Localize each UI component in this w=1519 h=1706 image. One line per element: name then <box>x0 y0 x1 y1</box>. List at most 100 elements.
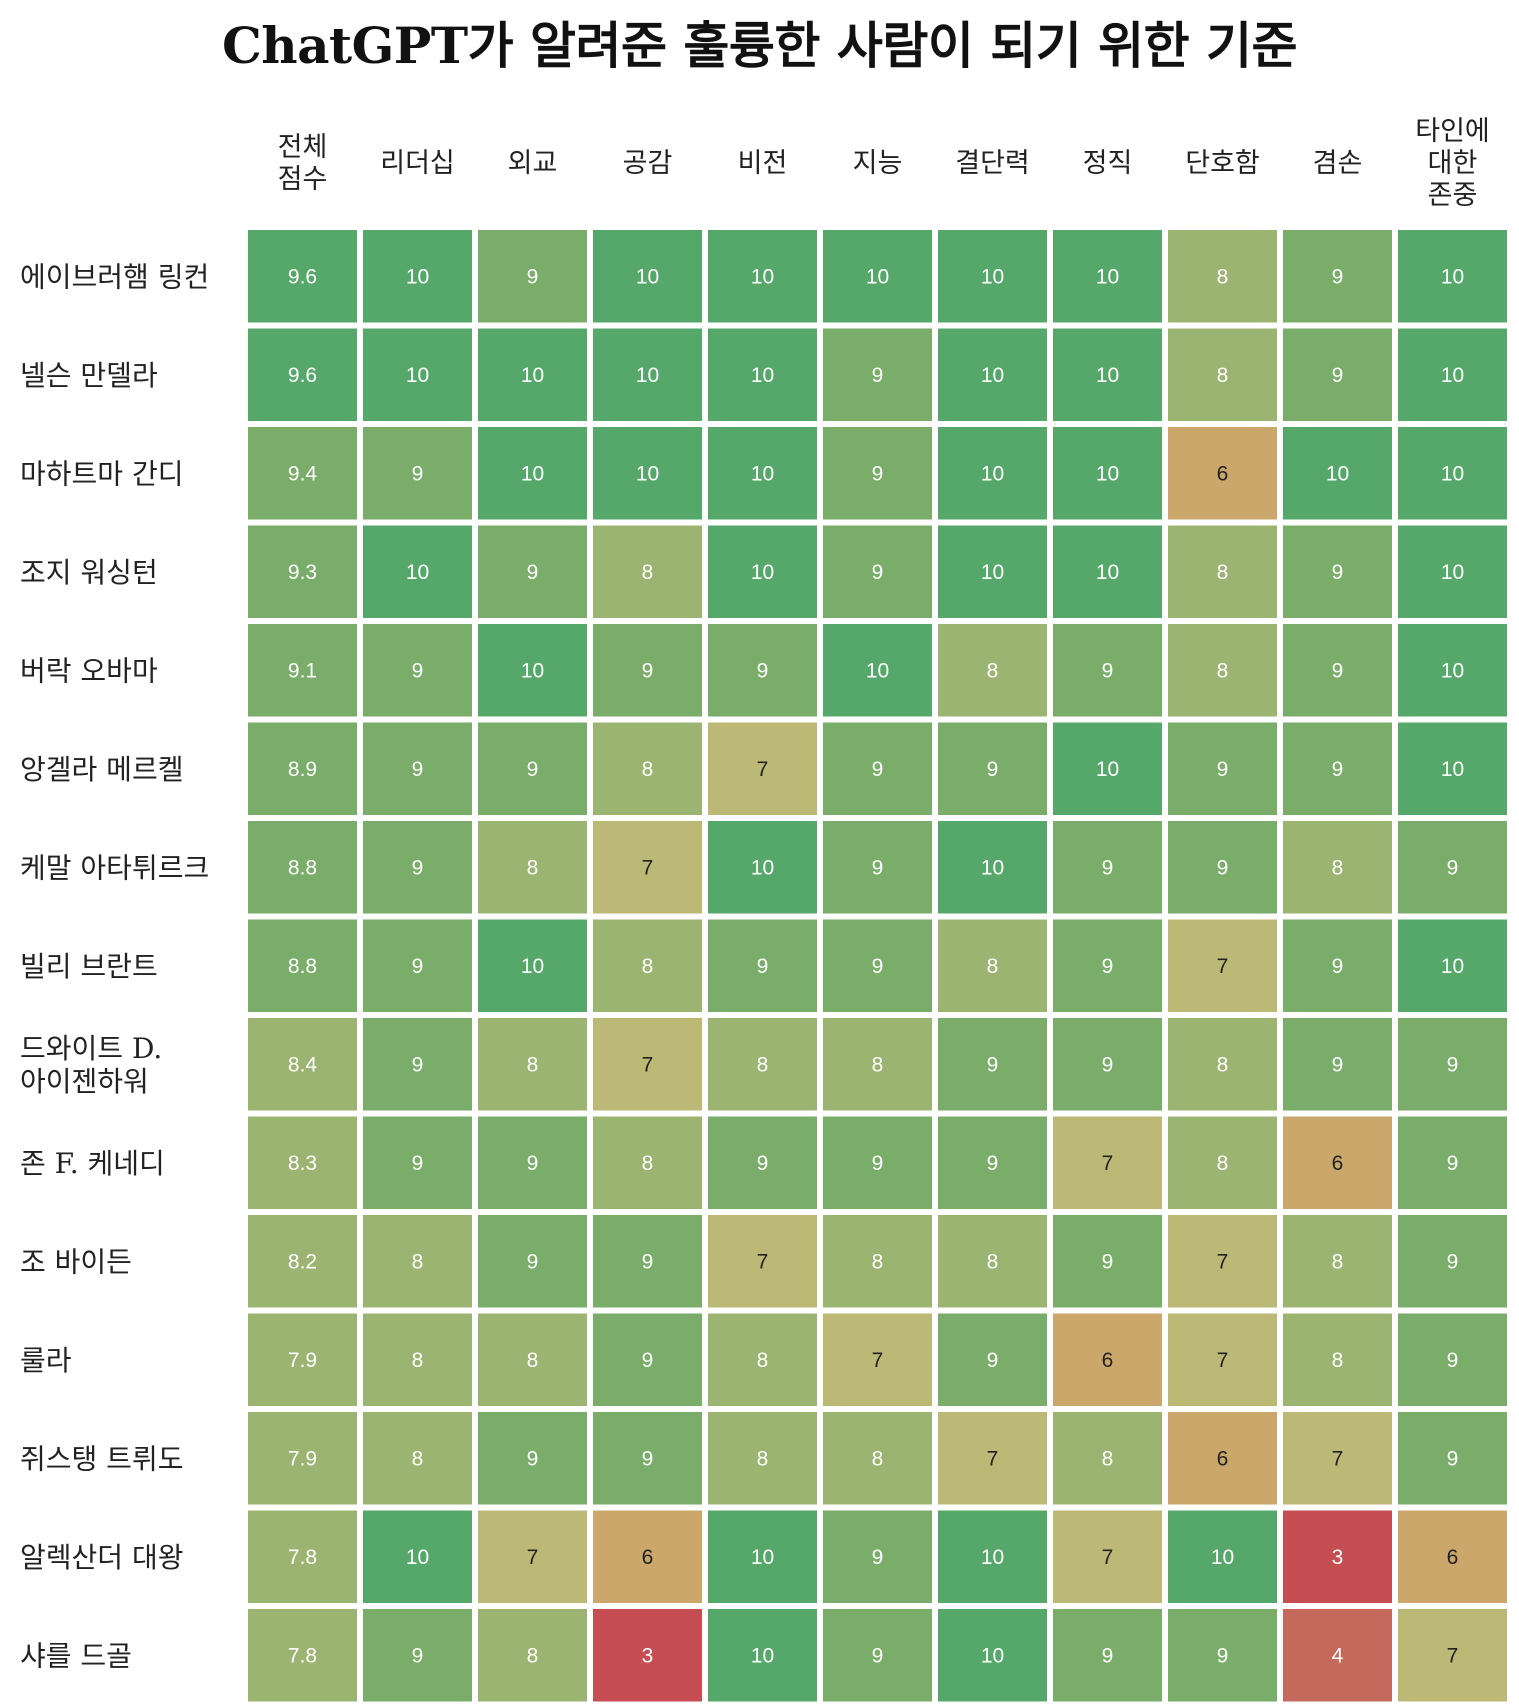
row-label: 샤를 드골 <box>20 1639 132 1672</box>
heatmap-cell <box>823 1510 932 1603</box>
heatmap-cell <box>1053 427 1162 520</box>
cell-value-label: 9 <box>412 758 424 781</box>
cell-value-label: 9 <box>872 1546 884 1569</box>
cell-value-label: 7 <box>1217 955 1229 978</box>
cell-value-label: 4 <box>1332 1644 1344 1667</box>
heatmap-cell <box>823 1116 932 1209</box>
heatmap-cell <box>478 1313 587 1406</box>
heatmap-cell <box>1053 1313 1162 1406</box>
row-label: 앙겔라 메르켈 <box>20 753 183 786</box>
cell-value-label: 10 <box>1441 462 1464 485</box>
heatmap-cell <box>1168 427 1277 520</box>
cell-value-label: 6 <box>1332 1152 1344 1175</box>
heatmap-cell <box>1283 328 1392 421</box>
heatmap-cell <box>1283 624 1392 717</box>
column-header: 외교 <box>508 148 558 179</box>
row-label: 넬슨 만델라 <box>20 359 158 392</box>
heatmap-cell <box>1283 919 1392 1012</box>
cell-value-label: 9 <box>1102 1644 1114 1667</box>
heatmap-cell <box>1398 1215 1507 1308</box>
cell-value-label: 8 <box>412 1250 424 1273</box>
cell-value-label: 9 <box>987 1053 999 1076</box>
heatmap-cell <box>1283 722 1392 815</box>
column-header: 결단력 <box>955 148 1030 179</box>
cell-value-label: 10 <box>866 265 889 288</box>
heatmap-cell <box>708 1412 817 1505</box>
heatmap-cell <box>1053 1609 1162 1702</box>
cell-value-label: 7 <box>1217 1250 1229 1273</box>
heatmap-cell <box>593 1609 702 1702</box>
heatmap-cell <box>938 525 1047 618</box>
cell-value-label: 8 <box>1332 1349 1344 1372</box>
cell-value-label: 9.3 <box>288 561 317 584</box>
cell-value-label: 9 <box>872 856 884 879</box>
heatmap-cell <box>1283 1215 1392 1308</box>
cell-value-label: 8.8 <box>288 856 317 879</box>
heatmap-cell <box>1398 624 1507 717</box>
cell-value-label: 10 <box>751 364 774 387</box>
heatmap-cell <box>823 1313 932 1406</box>
cell-value-label: 10 <box>1096 265 1119 288</box>
heatmap-cell <box>248 1116 357 1209</box>
cell-value-label: 10 <box>1441 364 1464 387</box>
cell-value-label: 9 <box>1217 758 1229 781</box>
cell-value-label: 8 <box>1217 1152 1229 1175</box>
heatmap-cell <box>593 525 702 618</box>
cell-value-label: 9 <box>527 758 539 781</box>
cell-value-label: 9 <box>1102 856 1114 879</box>
row-label: 조지 워싱턴 <box>20 556 158 589</box>
heatmap-cell <box>1168 1510 1277 1603</box>
heatmap-cell <box>248 722 357 815</box>
cell-value-label: 10 <box>1096 561 1119 584</box>
cell-value-label: 9 <box>527 561 539 584</box>
heatmap-cell <box>823 427 932 520</box>
column-header: 공감 <box>623 148 673 179</box>
cell-value-label: 9 <box>872 955 884 978</box>
heatmap-cell <box>1398 1412 1507 1505</box>
heatmap-cell <box>938 624 1047 717</box>
heatmap-cell <box>478 1412 587 1505</box>
cell-value-label: 8 <box>987 1250 999 1273</box>
heatmap-cell <box>938 722 1047 815</box>
cell-value-label: 8.9 <box>288 758 317 781</box>
heatmap-cell <box>823 1412 932 1505</box>
heatmap-cell <box>363 230 472 323</box>
heatmap-cell <box>593 624 702 717</box>
heatmap-cell <box>1053 525 1162 618</box>
heatmap-cell <box>593 328 702 421</box>
cell-value-label: 9 <box>872 1152 884 1175</box>
heatmap-cell <box>1398 328 1507 421</box>
cell-value-label: 9.6 <box>288 265 317 288</box>
heatmap-cell <box>938 1116 1047 1209</box>
cell-value-label: 7 <box>642 856 654 879</box>
cell-value-label: 3 <box>1332 1546 1344 1569</box>
cell-value-label: 9 <box>757 1152 769 1175</box>
cell-value-label: 7 <box>1102 1546 1114 1569</box>
cell-value-label: 10 <box>1441 758 1464 781</box>
heatmap-cell <box>478 1018 587 1111</box>
heatmap-cell <box>938 328 1047 421</box>
cell-value-label: 8 <box>527 1053 539 1076</box>
cell-value-label: 8 <box>757 1349 769 1372</box>
heatmap-cell <box>1168 821 1277 914</box>
cell-value-label: 9 <box>1332 758 1344 781</box>
cell-value-label: 8 <box>872 1250 884 1273</box>
cell-value-label: 7 <box>1332 1447 1344 1470</box>
heatmap-cell <box>823 525 932 618</box>
heatmap-cell <box>593 1412 702 1505</box>
heatmap-cell <box>708 624 817 717</box>
heatmap-cell <box>478 230 587 323</box>
cell-value-label: 8 <box>1332 856 1344 879</box>
heatmap-cell <box>363 1510 472 1603</box>
cell-value-label: 9 <box>1447 856 1459 879</box>
heatmap-cell <box>823 1215 932 1308</box>
cell-value-label: 9 <box>642 1349 654 1372</box>
cell-value-label: 8 <box>1217 659 1229 682</box>
heatmap-cell <box>363 1313 472 1406</box>
cell-value-label: 9.4 <box>288 462 318 485</box>
heatmap-cell <box>593 821 702 914</box>
heatmap-cell <box>1398 821 1507 914</box>
heatmap-cell <box>1398 1116 1507 1209</box>
cell-value-label: 8 <box>872 1053 884 1076</box>
cell-value-label: 8 <box>527 856 539 879</box>
